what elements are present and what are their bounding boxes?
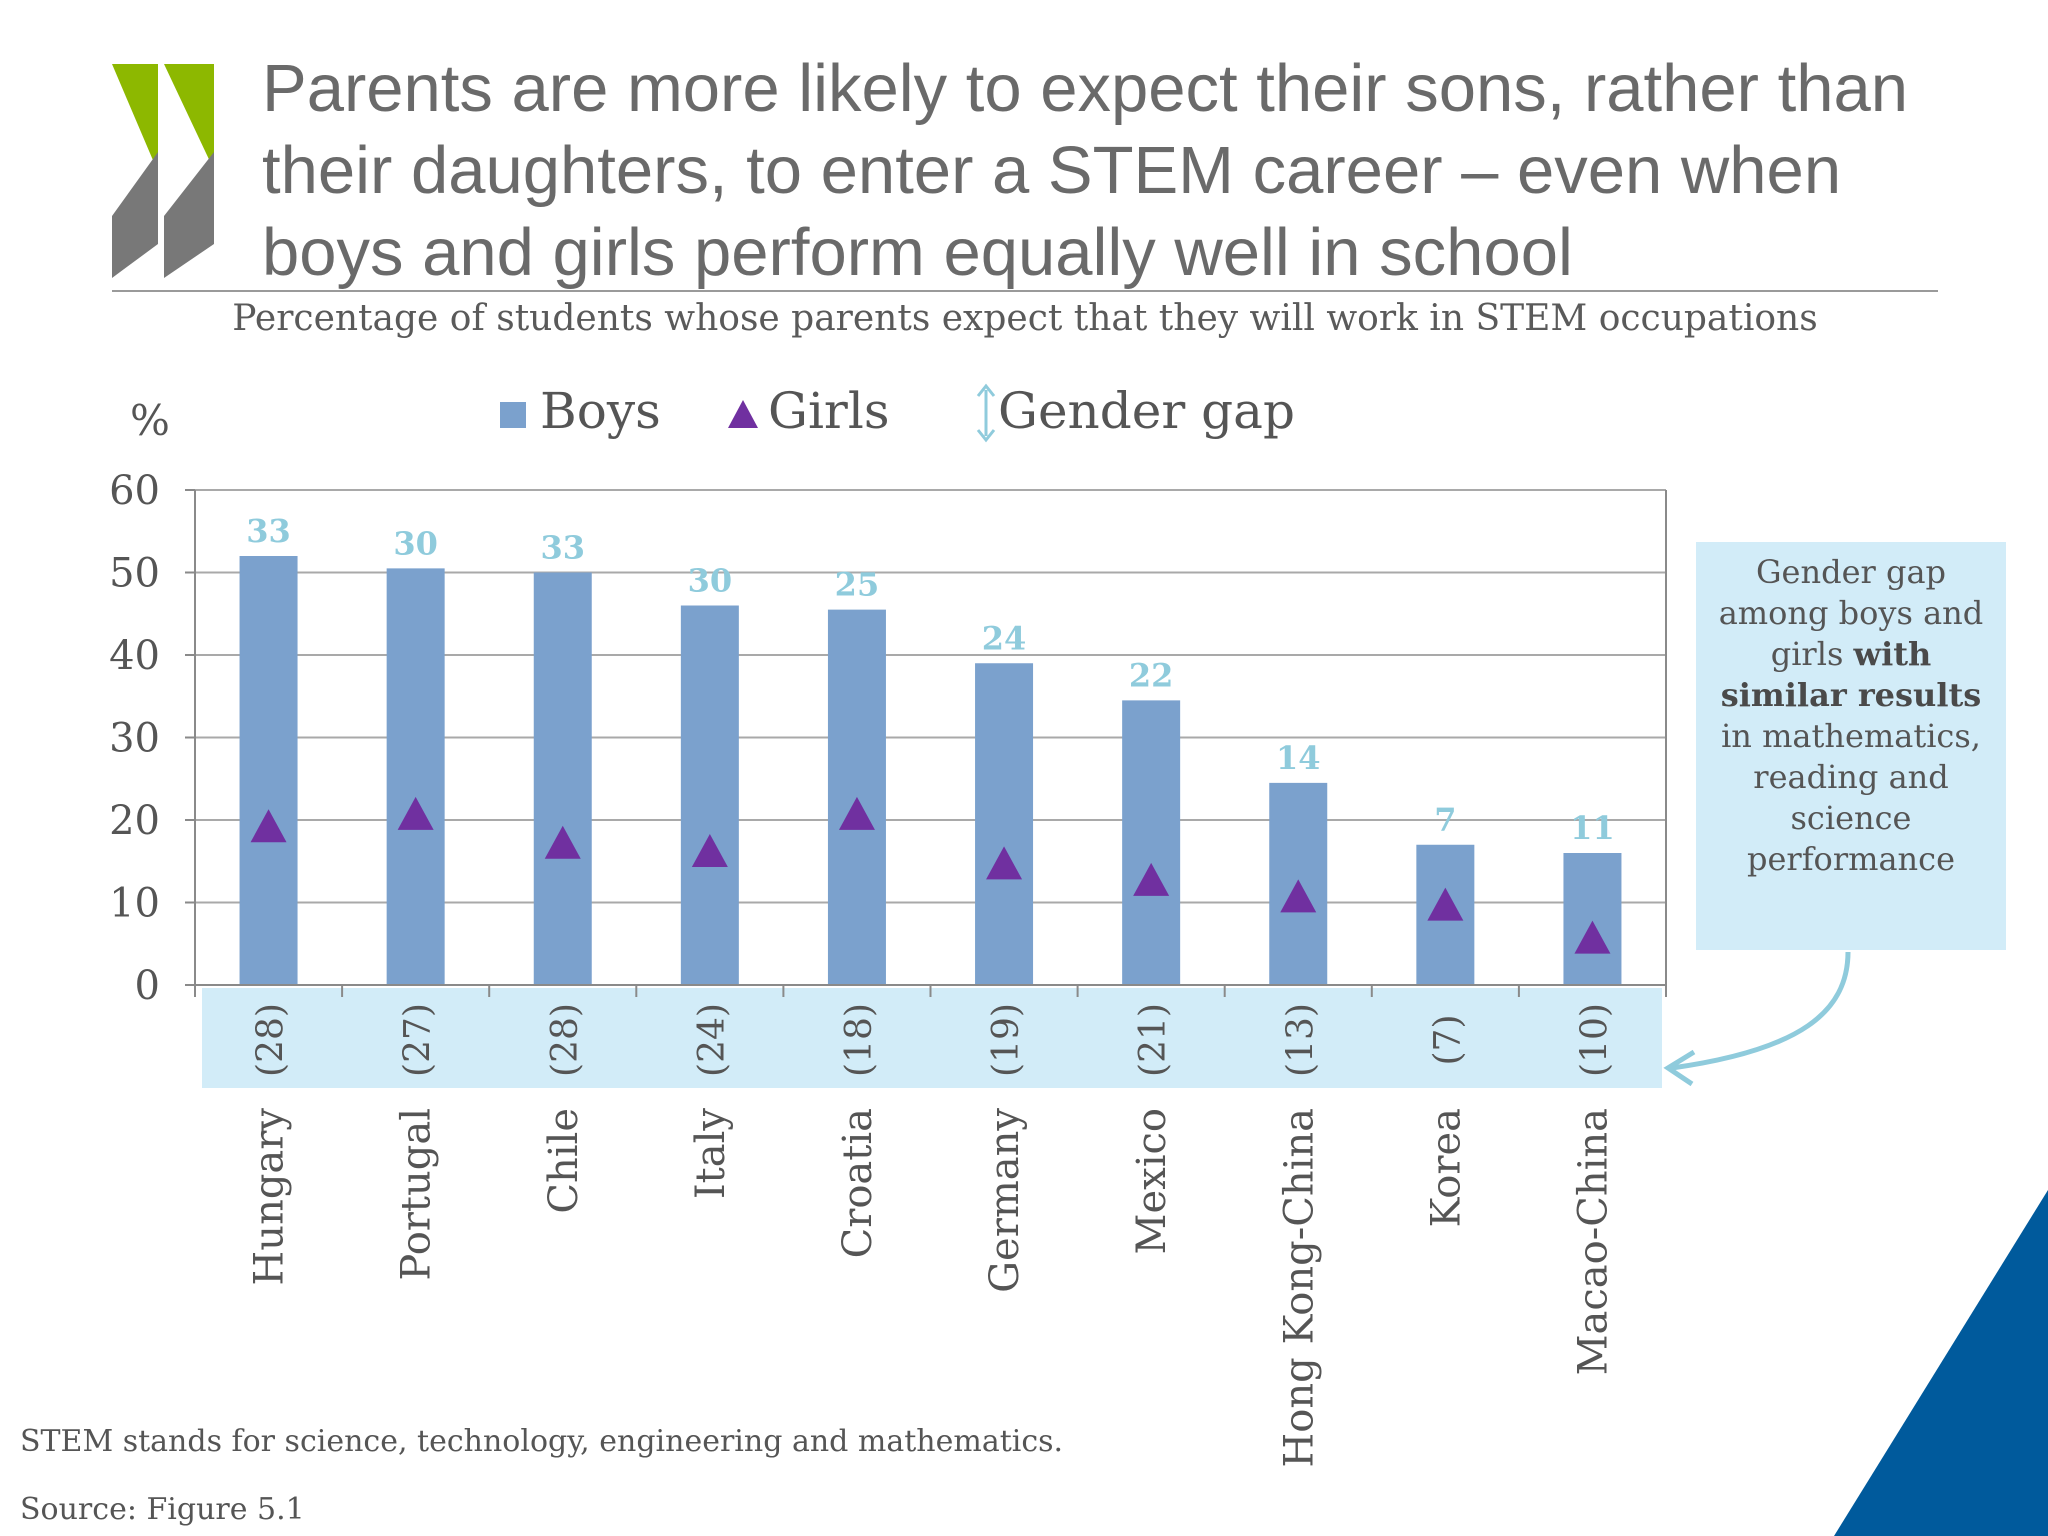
gender-gap-label: 24: [982, 619, 1027, 657]
bar-boys: [239, 556, 298, 985]
chart-subtitle: Percentage of students whose parents exp…: [232, 298, 1818, 339]
bar-boys: [1122, 700, 1181, 985]
bar-boys: [1563, 853, 1622, 985]
similar-results-gap-label: (10): [1574, 1003, 1615, 1077]
girls-marker: [1133, 862, 1170, 896]
x-category-label: Korea: [1423, 1108, 1469, 1228]
gender-gap-label: 11: [1570, 809, 1615, 847]
similar-results-gap-label: (13): [1280, 1003, 1321, 1077]
corner-decoration: [1834, 1190, 2048, 1536]
y-tick-label: 50: [109, 551, 160, 597]
gender-gap-label: 22: [1129, 656, 1174, 694]
callout-text-1: Gender gap among boys and girls: [1718, 553, 1984, 673]
legend-girls-label: Girls: [768, 382, 890, 440]
similar-results-gap-label: (27): [398, 1003, 439, 1077]
bar-boys: [386, 568, 445, 985]
bar-boys: [680, 605, 739, 985]
y-tick-label: 40: [109, 633, 160, 679]
gender-gap-label: 33: [540, 529, 585, 567]
source-note: Source: Figure 5.1: [20, 1492, 305, 1527]
legend-gap-arrow-icon: [976, 383, 996, 443]
girls-marker: [1280, 879, 1317, 913]
bar-boys: [533, 572, 592, 985]
legend-boys-swatch: [500, 402, 526, 428]
gender-gap-label: 30: [393, 524, 438, 562]
girls-marker: [838, 796, 875, 830]
x-category-label: Italy: [688, 1108, 734, 1200]
x-category-label: Portugal: [394, 1108, 440, 1281]
oecd-logo: [112, 64, 214, 278]
logo-chevron-grey-left: [112, 152, 158, 278]
girls-marker: [986, 846, 1023, 880]
footnote: STEM stands for science, technology, eng…: [20, 1424, 1064, 1459]
x-category-label: Mexico: [1129, 1108, 1175, 1254]
callout-arrow: [1671, 951, 1851, 1071]
gender-gap-label: 33: [246, 512, 291, 550]
logo-chevron-green-right: [164, 64, 214, 170]
title-divider: [112, 290, 1938, 292]
x-category-label: Hong Kong-China: [1276, 1108, 1322, 1468]
gender-gap-label: 7: [1434, 801, 1456, 839]
x-category-label: Chile: [541, 1108, 587, 1214]
girls-marker: [544, 825, 581, 859]
similar-results-gap-label: (7): [1427, 1015, 1468, 1066]
y-tick-label: 10: [109, 881, 160, 927]
gender-gap-callout: Gender gap among boys and girls with sim…: [1696, 542, 2006, 950]
girls-marker: [1427, 887, 1464, 921]
y-axis-label: %: [130, 396, 170, 445]
gender-gap-label: 30: [688, 562, 733, 600]
similar-results-gap-label: (28): [545, 1003, 586, 1077]
similar-results-gap-label: (21): [1133, 1003, 1174, 1077]
y-tick-label: 20: [109, 798, 160, 844]
gender-gap-label: 25: [835, 566, 880, 604]
legend-gap-label: Gender gap: [998, 382, 1295, 440]
logo-chevron-grey-right: [164, 152, 214, 278]
gender-gap-label: 14: [1276, 739, 1321, 777]
callout-text-bold: with similar results: [1720, 635, 1982, 714]
girls-marker: [397, 796, 434, 830]
callout-arrowhead: [1663, 1049, 1696, 1087]
similar-results-gap-label: (28): [251, 1003, 292, 1077]
legend-boys-label: Boys: [540, 382, 661, 440]
x-category-label: Macao-China: [1570, 1108, 1616, 1375]
legend-girls-triangle: [728, 400, 758, 428]
x-category-label: Hungary: [247, 1108, 293, 1286]
girls-marker: [250, 809, 287, 843]
x-category-label: Croatia: [835, 1108, 881, 1258]
similar-results-gap-label: (19): [986, 1003, 1027, 1077]
gap-band: [202, 988, 1662, 1088]
girls-marker: [1574, 920, 1611, 954]
x-category-label: Germany: [982, 1108, 1028, 1293]
girls-marker: [691, 834, 728, 867]
similar-results-gap-label: (24): [692, 1003, 733, 1077]
y-tick-label: 0: [135, 963, 160, 1009]
logo-chevron-green-left: [112, 64, 158, 172]
similar-results-gap-label: (18): [839, 1003, 880, 1077]
y-tick-label: 60: [109, 468, 160, 514]
slide-title: Parents are more likely to expect their …: [262, 51, 1909, 290]
callout-text-2: in mathematics, reading and science perf…: [1721, 717, 1981, 878]
bar-boys: [975, 663, 1034, 985]
y-tick-label: 30: [109, 716, 160, 762]
